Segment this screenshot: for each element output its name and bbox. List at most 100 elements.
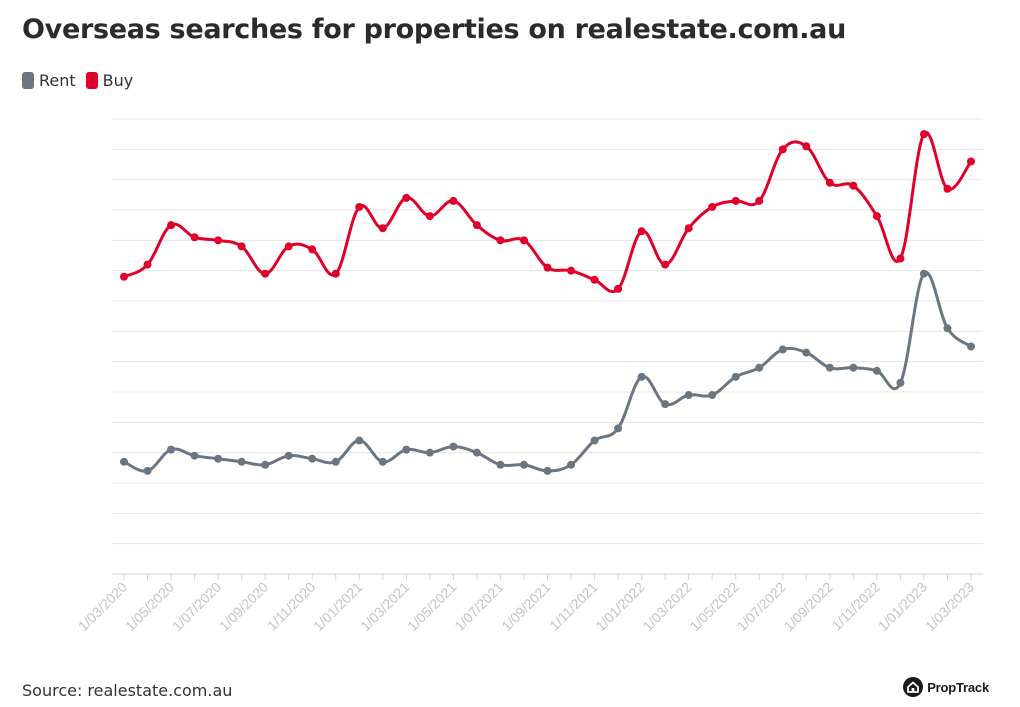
data-point-rent (708, 391, 717, 400)
data-point-buy (261, 269, 270, 278)
data-point-rent (284, 451, 293, 460)
data-point-rent (943, 324, 952, 333)
data-point-rent (778, 345, 787, 354)
x-tick-label: 1/03/2021 (357, 579, 413, 635)
data-point-buy (308, 245, 317, 254)
x-tick-label: 1/01/2021 (310, 579, 366, 635)
data-point-buy (637, 227, 646, 236)
data-point-rent (308, 454, 317, 463)
x-tick-label: 1/11/2020 (264, 579, 319, 634)
x-axis-labels: 1/03/20201/05/20201/07/20201/09/20201/11… (75, 579, 978, 635)
data-point-buy (872, 212, 881, 221)
x-tick-label: 1/11/2022 (828, 579, 883, 634)
data-point-rent (378, 457, 387, 466)
data-point-buy (567, 266, 576, 275)
data-point-rent (167, 445, 176, 454)
data-point-buy (284, 242, 293, 251)
data-point-buy (519, 236, 528, 245)
x-tick-label: 1/01/2022 (592, 579, 648, 635)
chart-title: Overseas searches for properties on real… (22, 14, 847, 45)
data-point-rent (967, 342, 975, 351)
data-point-buy (802, 142, 811, 151)
x-tick-label: 1/01/2023 (875, 579, 931, 635)
x-tick-label: 1/05/2020 (122, 579, 178, 635)
data-point-rent (614, 424, 623, 433)
data-point-rent (567, 460, 576, 469)
x-tick-label: 1/11/2021 (546, 579, 601, 634)
proptrack-logo: PropTrack (903, 677, 989, 697)
legend-item-rent: Rent (22, 71, 76, 90)
data-point-rent (190, 451, 199, 460)
x-tick-label: 1/09/2020 (216, 579, 272, 635)
data-point-rent (731, 372, 740, 381)
data-point-rent (543, 466, 552, 475)
data-point-buy (543, 263, 552, 272)
x-tick-label: 1/09/2022 (781, 579, 837, 635)
source-note: Source: realestate.com.au (22, 681, 233, 700)
data-point-rent (590, 436, 599, 445)
data-point-rent (896, 378, 905, 387)
data-point-rent (331, 457, 340, 466)
data-point-buy (167, 221, 176, 230)
x-tick-label: 1/03/2020 (75, 579, 131, 635)
series-buy (120, 130, 975, 294)
x-tick-label: 1/07/2022 (734, 579, 790, 635)
data-point-rent (355, 436, 364, 445)
data-point-rent (519, 460, 528, 469)
data-point-rent (120, 457, 128, 466)
data-point-buy (355, 202, 364, 211)
data-point-buy (967, 157, 975, 166)
data-point-buy (449, 196, 458, 205)
data-point-buy (684, 224, 693, 233)
x-tick-label: 1/09/2021 (498, 579, 554, 635)
x-tick-label: 1/05/2022 (686, 579, 742, 635)
data-point-buy (214, 236, 223, 245)
data-point-rent (755, 363, 764, 372)
data-point-buy (614, 284, 623, 293)
series-rent (120, 269, 975, 475)
data-point-buy (896, 254, 905, 263)
data-point-rent (872, 366, 881, 375)
data-point-rent (214, 454, 223, 463)
x-tick-label: 1/07/2021 (451, 579, 507, 635)
series-line-rent (122, 271, 973, 473)
legend-label-buy: Buy (102, 71, 134, 90)
data-point-rent (237, 457, 246, 466)
data-point-rent (802, 348, 811, 357)
data-point-rent (472, 448, 481, 457)
data-point-buy (919, 130, 928, 139)
chart-legend: Rent Buy (22, 71, 143, 90)
data-point-buy (825, 178, 834, 187)
data-point-buy (237, 242, 246, 251)
x-tick-label: 1/03/2022 (639, 579, 695, 635)
data-point-rent (449, 442, 458, 451)
data-point-buy (120, 272, 128, 281)
legend-swatch-rent (22, 72, 34, 89)
data-point-rent (825, 363, 834, 372)
data-point-buy (849, 181, 858, 190)
data-point-buy (425, 212, 434, 221)
data-point-rent (261, 460, 270, 469)
data-point-buy (943, 184, 952, 193)
data-point-buy (378, 224, 387, 233)
legend-swatch-buy (85, 72, 98, 89)
data-point-buy (496, 236, 505, 245)
data-point-buy (402, 193, 411, 202)
data-point-rent (661, 400, 670, 409)
data-point-buy (590, 275, 599, 284)
data-point-buy (778, 145, 787, 154)
data-point-buy (661, 260, 670, 269)
data-point-rent (849, 363, 858, 372)
data-point-rent (637, 372, 646, 381)
data-point-rent (402, 445, 411, 454)
x-tick-label: 1/07/2020 (169, 579, 225, 635)
data-point-buy (731, 196, 740, 205)
data-point-rent (425, 448, 434, 457)
house-icon (903, 677, 924, 697)
x-tick-label: 1/03/2023 (922, 579, 978, 635)
data-point-rent (496, 460, 505, 469)
data-point-buy (755, 196, 764, 205)
data-point-rent (143, 466, 152, 475)
data-point-buy (143, 260, 152, 269)
